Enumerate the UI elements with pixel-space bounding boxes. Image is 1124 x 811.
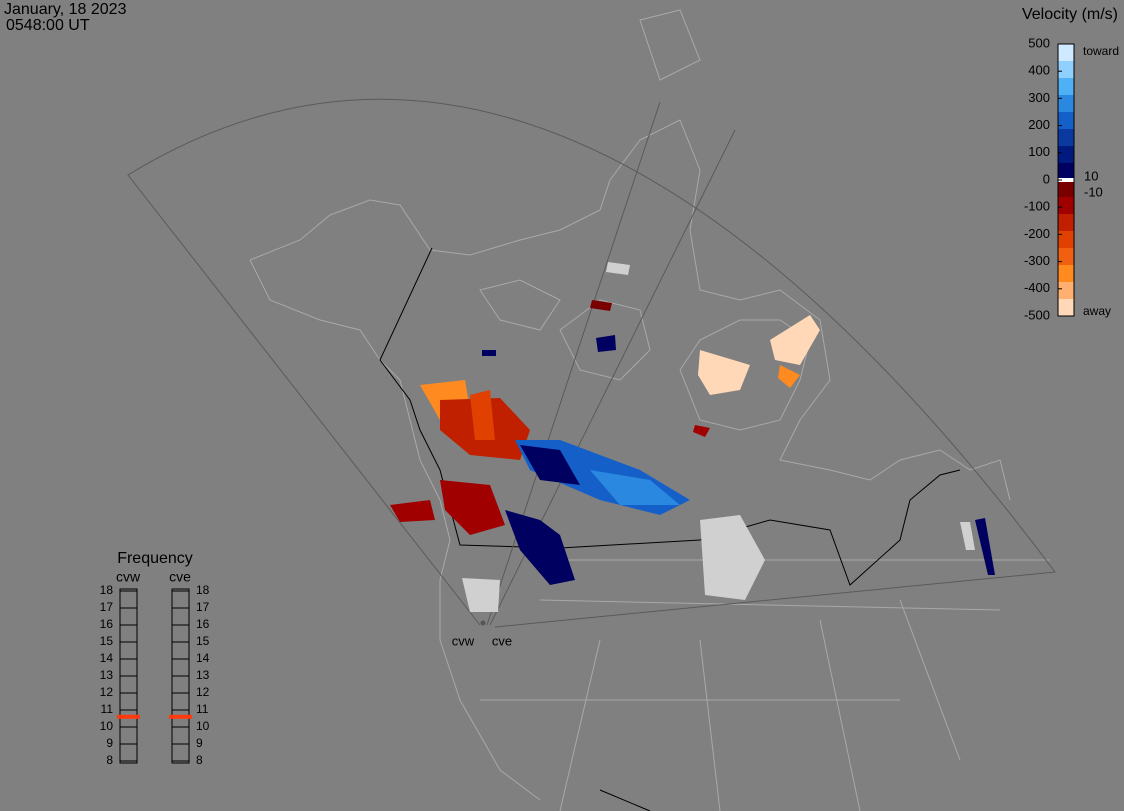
colorbar-title: Velocity (m/s)	[1022, 6, 1118, 23]
frequency-tick-label: 15	[196, 634, 210, 648]
colorbar-segment	[1058, 146, 1074, 164]
frequency-tick-label: 15	[100, 634, 114, 648]
colorbar-segment	[1058, 129, 1074, 147]
colorbar-segment	[1058, 44, 1074, 62]
colorbar-segment	[1058, 163, 1074, 181]
frequency-tick-label: 12	[196, 685, 210, 699]
echoes	[390, 262, 995, 612]
frequency-tick-label: 11	[101, 702, 114, 716]
colorbar-segment	[1058, 180, 1074, 198]
frequency-tick-label: 10	[100, 719, 114, 733]
frequency-tick-label: 18	[196, 583, 210, 597]
colorbar-tick-label: 400	[1028, 63, 1050, 78]
colorbar-inner-label: -10	[1084, 184, 1103, 199]
radar-name: cve	[169, 569, 191, 585]
colorbar-zero-band	[1058, 178, 1074, 182]
colorbar-tick-label: -400	[1024, 280, 1050, 295]
frequency-tick-label: 8	[106, 753, 113, 767]
frequency-tick-label: 13	[100, 668, 114, 682]
radar-name: cvw	[116, 569, 141, 585]
frequency-tick-label: 13	[196, 668, 210, 682]
frequency-tick-label: 12	[100, 685, 114, 699]
site-label: cvw	[452, 633, 475, 648]
colorbar-segment	[1058, 214, 1074, 232]
frequency-tick-label: 10	[196, 719, 210, 733]
borders	[379, 247, 961, 811]
away-label: away	[1083, 304, 1111, 318]
colorbar-tick-label: -200	[1024, 226, 1050, 241]
colorbar-segment	[1058, 231, 1074, 249]
colorbar-segment	[1058, 197, 1074, 215]
colorbar-tick-label: 0	[1043, 171, 1050, 186]
frequency-title: Frequency	[117, 550, 193, 567]
time: 0548:00 UT	[6, 17, 90, 34]
colorbar-segment	[1058, 282, 1074, 300]
toward-label: toward	[1083, 44, 1119, 58]
colorbar-segment	[1058, 248, 1074, 266]
colorbar-tick-label: -100	[1024, 199, 1050, 214]
frequency-tick-label: 16	[100, 617, 114, 631]
frequency-tick-label: 16	[196, 617, 210, 631]
frequency-tick-label: 11	[196, 702, 209, 716]
colorbar-segment	[1058, 95, 1074, 113]
colorbar-segment	[1058, 299, 1074, 317]
frequency-tick-label: 9	[106, 736, 113, 750]
frequency-tick-label: 14	[100, 651, 114, 665]
frequency-tick-label: 17	[196, 600, 210, 614]
colorbar-segment	[1058, 78, 1074, 96]
colorbar-tick-label: 500	[1028, 35, 1050, 50]
coastlines	[249, 9, 1050, 811]
frequency-tick-label: 8	[196, 753, 203, 767]
colorbar-tick-label: 100	[1028, 144, 1050, 159]
frequency-tick-label: 9	[196, 736, 203, 750]
radar-site	[480, 620, 486, 626]
date: January, 18 2023	[4, 1, 127, 18]
colorbar-tick-label: 300	[1028, 90, 1050, 105]
colorbar-tick-label: 200	[1028, 117, 1050, 132]
frequency-tick-label: 17	[100, 600, 114, 614]
frequency-tick-label: 18	[100, 583, 114, 597]
colorbar-inner-label: 10	[1084, 168, 1098, 183]
colorbar-tick-label: -300	[1024, 253, 1050, 268]
colorbar-segment	[1058, 61, 1074, 79]
colorbar-tick-label: -500	[1024, 307, 1050, 322]
colorbar-segment	[1058, 265, 1074, 283]
frequency-marker	[117, 714, 140, 719]
site-label: cve	[492, 633, 512, 648]
field-of-view	[127, 98, 1056, 628]
frequency-tick-label: 14	[196, 651, 210, 665]
frequency-marker	[169, 714, 192, 719]
colorbar-segment	[1058, 112, 1074, 130]
